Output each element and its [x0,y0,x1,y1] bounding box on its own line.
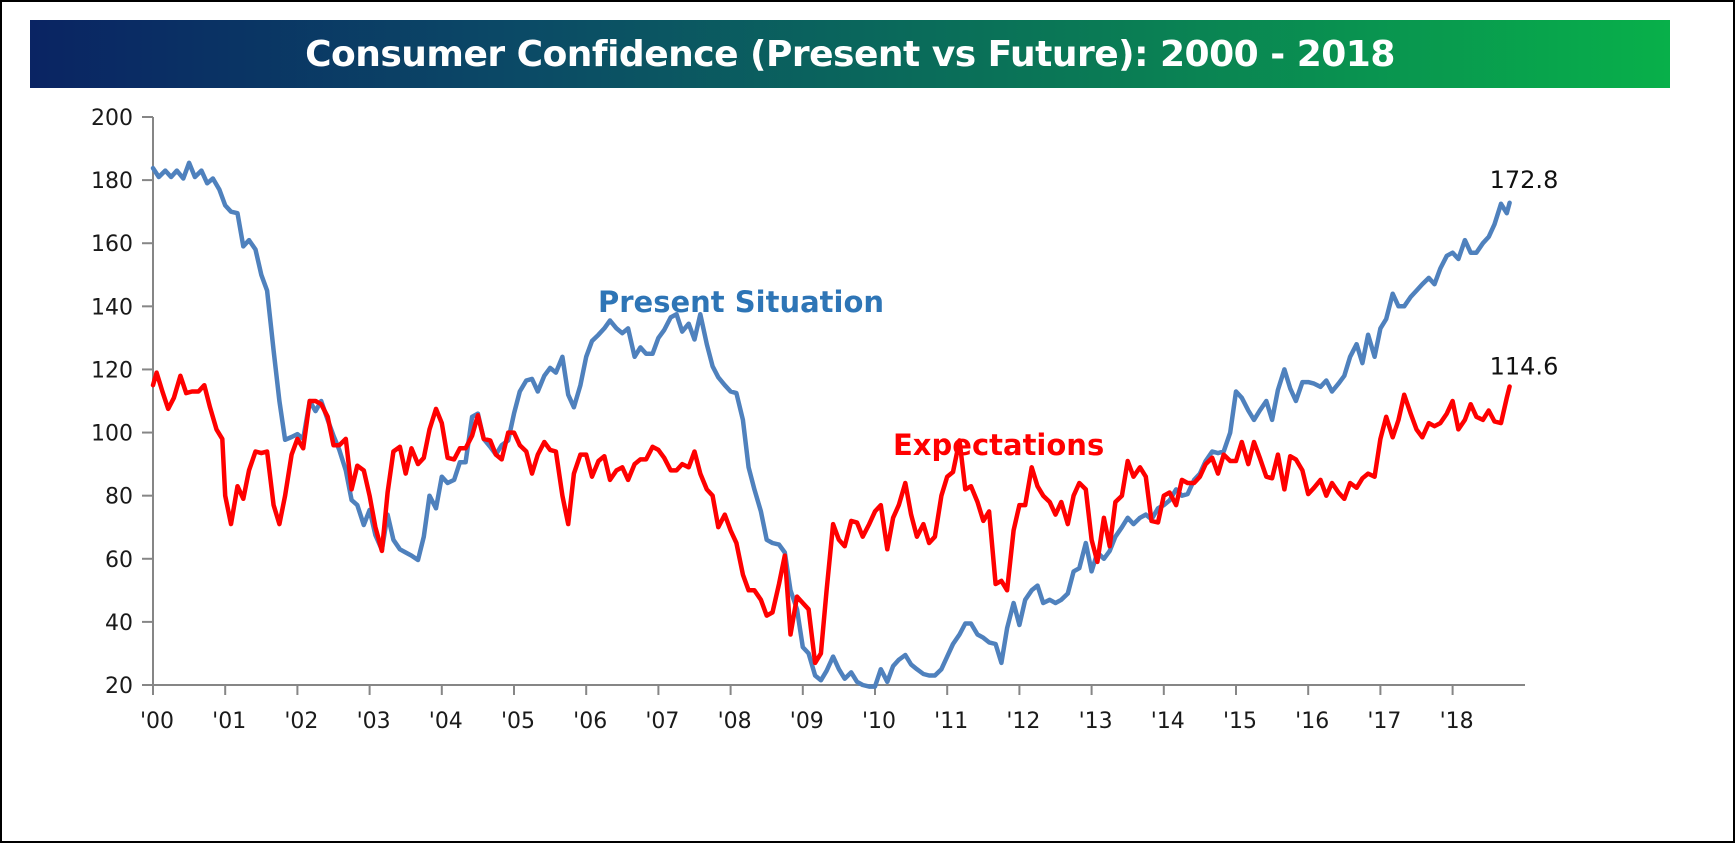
y-tick-label: 100 [91,422,133,447]
x-tick-label: '13 [1079,709,1113,734]
x-tick-label: '00 [140,709,174,734]
x-tick-label: '01 [212,709,246,734]
x-tick-label: '04 [429,709,463,734]
y-tick-label: 20 [105,674,133,699]
x-tick-label: '12 [1006,709,1040,734]
end-value-label-present-situation: 172.8 [1490,166,1559,194]
title-banner: Consumer Confidence (Present vs Future):… [30,20,1670,88]
series-label-present-situation: Present Situation [598,285,884,319]
y-tick-label: 120 [91,358,133,383]
x-tick-label: '11 [934,709,968,734]
x-tick-label: '08 [718,709,752,734]
y-tick-label: 160 [91,232,133,257]
y-tick-label: 40 [105,611,133,636]
y-tick-label: 180 [91,169,133,194]
x-tick-label: '07 [645,709,679,734]
axes: 20 40 60 80 100 120 140 160 180 200 '00 '01 '02 '03 '0… [91,106,1525,734]
y-tick-label: 140 [91,295,133,320]
x-tick-label: '15 [1223,709,1257,734]
x-tick-label: '18 [1440,709,1474,734]
y-tick-label: 200 [91,106,133,131]
x-tick-label: '05 [501,709,535,734]
series-label-expectations: Expectations [893,428,1104,462]
series-group [150,160,1512,689]
x-tick-label: '17 [1367,709,1401,734]
series-line-present-situation [150,160,1512,689]
y-tick-label: 60 [105,548,133,573]
x-tick-label: '03 [357,709,391,734]
end-value-label-expectations: 114.6 [1490,352,1559,380]
labels-group: Present Situation Expectations 172.8 114… [598,166,1558,462]
x-tick-label: '16 [1295,709,1329,734]
x-tick-label: '10 [862,709,896,734]
x-tick-label: '02 [284,709,318,734]
x-tick-label: '09 [790,709,824,734]
x-tick-label: '06 [573,709,607,734]
x-tick-label: '14 [1151,709,1185,734]
y-tick-label: 80 [105,485,133,510]
chart-title: Consumer Confidence (Present vs Future):… [305,33,1395,75]
series-line-expectations [150,370,1512,666]
